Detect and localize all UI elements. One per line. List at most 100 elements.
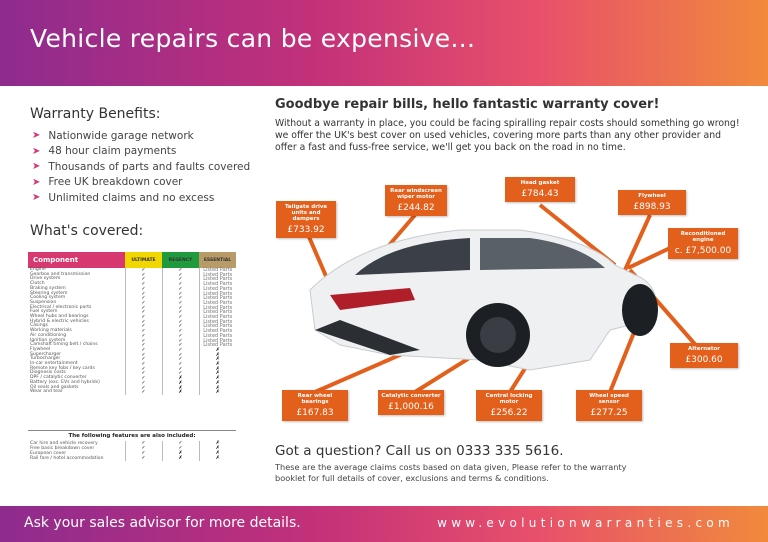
component-name: Fuel system bbox=[30, 309, 58, 315]
table-row: Working materials ✓ ✓ Listed Parts bbox=[28, 328, 236, 334]
coverage-cell: ✗ bbox=[198, 456, 236, 461]
part-price: £784.43 bbox=[521, 189, 559, 199]
component-name: Casings bbox=[30, 323, 48, 329]
coverage-cell: Listed Parts bbox=[198, 343, 236, 348]
part-price: £898.93 bbox=[633, 202, 671, 212]
part-price: £167.83 bbox=[296, 408, 334, 418]
coverage-cell: ✓ bbox=[124, 268, 162, 273]
coverage-cell: ✗ bbox=[161, 385, 199, 391]
table-row: Steering system ✓ ✓ Listed Parts bbox=[28, 291, 236, 297]
benefit-text: Thousands of parts and faults covered bbox=[48, 160, 251, 173]
benefit-text: 48 hour claim payments bbox=[48, 145, 177, 158]
coverage-cell: ✓ bbox=[124, 357, 162, 363]
coverage-cell: ✓ bbox=[161, 371, 199, 377]
benefits-list: ➤ Nationwide garage network ➤ 48 hour claim… bbox=[32, 128, 250, 206]
coverage-cell: Listed Parts bbox=[198, 282, 236, 287]
component-name: Rail fare / hotel accommodation bbox=[30, 456, 104, 461]
arrow-icon: ➤ bbox=[32, 176, 41, 188]
part-name: Central locking motor bbox=[485, 393, 533, 405]
coverage-cell: ✓ bbox=[161, 329, 199, 334]
coverage-cell: ✗ bbox=[198, 357, 236, 363]
coverage-cell: ✓ bbox=[161, 301, 199, 306]
coverage-cell: ✓ bbox=[161, 343, 199, 348]
benefit-item: ➤ Nationwide garage network bbox=[32, 128, 250, 144]
coverage-cell: Listed Parts bbox=[198, 315, 236, 320]
component-name: Flywheel bbox=[30, 346, 51, 352]
table-row: Casings ✓ ✓ Listed Parts bbox=[28, 323, 236, 330]
benefit-text: Unlimited claims and no excess bbox=[48, 191, 215, 204]
component-name: Cooling system bbox=[30, 295, 66, 301]
coverage-cell: ✓ bbox=[124, 456, 162, 461]
part-name: Catalytic converter bbox=[381, 393, 441, 399]
coverage-cell: ✓ bbox=[161, 272, 199, 278]
table-row: Fuel system ✓ ✓ Listed Parts bbox=[28, 309, 236, 316]
component-name: Oil seals and gaskets bbox=[30, 384, 79, 390]
cost-label: Head gasket £784.43 bbox=[505, 177, 575, 202]
coverage-cell: ✗ bbox=[161, 390, 199, 395]
coverage-cell: ✓ bbox=[161, 366, 199, 372]
coverage-table: Component ULTIMATE REGENCY ESSENTIAL Engine ✓… bbox=[28, 252, 236, 395]
coverage-cell: Listed Parts bbox=[198, 301, 236, 306]
component-name: In-car entertainment bbox=[30, 361, 78, 367]
table-row: Oil seals and gaskets ✓ ✗ ✗ bbox=[28, 384, 236, 391]
component-name: Car hire and vehicle recovery bbox=[30, 441, 98, 446]
coverage-cell: ✓ bbox=[161, 446, 199, 451]
coverage-cell: ✓ bbox=[124, 385, 162, 391]
coverage-cell: Listed Parts bbox=[198, 277, 236, 283]
table-row: Air conditioning ✓ ✓ Listed Parts bbox=[28, 333, 236, 339]
extras-title: The following features are also included… bbox=[28, 430, 236, 439]
coverage-cell: ✓ bbox=[161, 305, 199, 311]
part-price: £256.22 bbox=[490, 408, 528, 418]
coverage-cell: Listed Parts bbox=[198, 305, 236, 311]
coverage-cell: ✓ bbox=[161, 324, 199, 330]
website-link[interactable]: www.evolutionwarranties.com bbox=[437, 516, 734, 530]
coverage-cell: ✗ bbox=[198, 385, 236, 391]
part-price: £277.25 bbox=[590, 408, 628, 418]
arrow-icon: ➤ bbox=[32, 130, 41, 142]
coverage-cell: ✗ bbox=[198, 366, 236, 372]
table-row: Engine ✓ ✓ Listed Parts bbox=[28, 267, 236, 273]
coverage-cell: ✗ bbox=[198, 362, 236, 367]
coverage-cell: ✓ bbox=[161, 441, 199, 446]
page-title: Vehicle repairs can be expensive... bbox=[30, 24, 476, 53]
coverage-cell: ✗ bbox=[198, 446, 236, 451]
cost-label: Alternator £300.60 bbox=[670, 343, 738, 368]
table-row: Camshaft timing belt / chains ✓ ✓ Listed Pa… bbox=[28, 343, 236, 348]
component-name: DPF / catalytic converter bbox=[30, 375, 87, 381]
benefit-text: Free UK breakdown cover bbox=[48, 176, 183, 189]
table-row: Suspension ✓ ✓ Listed Parts bbox=[28, 300, 236, 306]
coverage-cell: ✗ bbox=[198, 390, 236, 395]
coverage-cell: ✓ bbox=[161, 296, 199, 301]
part-name: Rear windscreen wiper motor bbox=[390, 188, 442, 200]
component-name: Remote key fobs / key cards bbox=[30, 365, 95, 371]
component-name: Braking system bbox=[30, 285, 66, 291]
table-row: Flywheel ✓ ✓ ✗ bbox=[28, 346, 236, 353]
table-row: Clutch ✓ ✓ Listed Parts bbox=[28, 281, 236, 287]
arrow-icon: ➤ bbox=[32, 145, 41, 157]
coverage-cell: ✓ bbox=[124, 277, 162, 283]
coverage-cell: Listed Parts bbox=[198, 324, 236, 330]
cost-label: Rear windscreen wiper motor £244.82 bbox=[385, 185, 447, 216]
coverage-cell: ✓ bbox=[161, 333, 199, 339]
benefit-item: ➤ 48 hour claim payments bbox=[32, 144, 250, 160]
extras-table: Car hire and vehicle recovery ✓ ✓ ✗ Free bas… bbox=[28, 441, 236, 461]
covered-title: What's covered: bbox=[30, 223, 144, 239]
coverage-cell: ✓ bbox=[161, 282, 199, 287]
footer-banner: Ask your sales advisor for more details.… bbox=[0, 506, 768, 542]
coverage-cell: ✓ bbox=[124, 291, 162, 297]
part-price: £300.60 bbox=[685, 355, 723, 365]
table-row: Drive system ✓ ✓ Listed Parts bbox=[28, 276, 236, 283]
component-name: Drive system bbox=[30, 276, 61, 282]
coverage-cell: ✓ bbox=[124, 441, 162, 446]
component-name: Camshaft timing belt / chains bbox=[30, 342, 98, 348]
table-row: Turbocharger ✓ ✓ ✗ bbox=[28, 357, 236, 363]
coverage-cell: Listed Parts bbox=[198, 268, 236, 273]
benefit-item: ➤ Unlimited claims and no excess bbox=[32, 190, 250, 206]
arrow-icon: ➤ bbox=[32, 161, 41, 173]
coverage-cell: ✓ bbox=[161, 319, 199, 325]
component-name: Free basic breakdown cover bbox=[30, 446, 95, 451]
table-row: Cooling system ✓ ✓ Listed Parts bbox=[28, 296, 236, 301]
coverage-cell: ✓ bbox=[124, 376, 162, 381]
benefit-item: ➤ Thousands of parts and faults covered bbox=[32, 159, 250, 175]
coverage-cell: Listed Parts bbox=[198, 319, 236, 325]
